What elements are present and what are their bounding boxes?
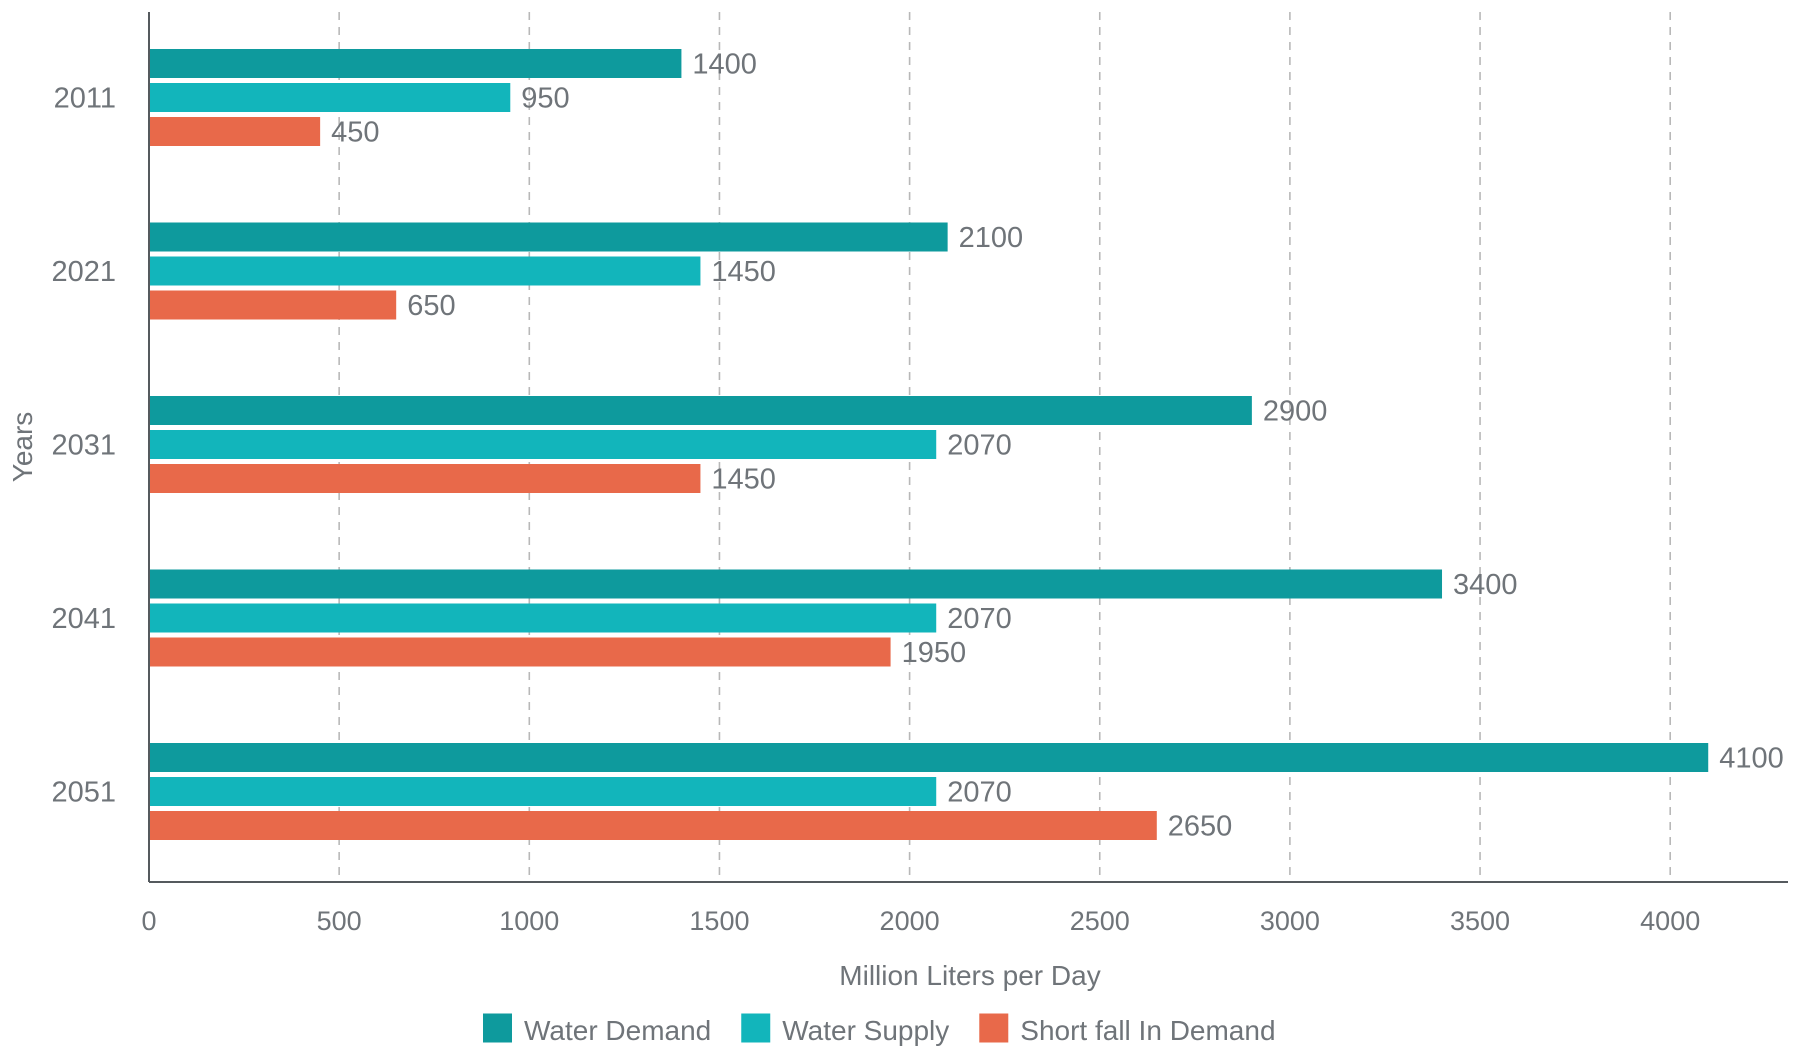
bar bbox=[150, 464, 701, 493]
data-label: 2100 bbox=[959, 222, 1024, 254]
data-label: 3400 bbox=[1453, 569, 1518, 601]
bar bbox=[150, 430, 937, 459]
y-category-label: 2051 bbox=[51, 777, 116, 809]
x-tick-label: 4000 bbox=[1640, 906, 1700, 936]
bar bbox=[150, 569, 1443, 599]
x-tick-label: 500 bbox=[317, 906, 362, 936]
data-label: 1450 bbox=[711, 464, 776, 496]
y-axis-title: Years bbox=[7, 412, 38, 483]
data-label: 2070 bbox=[947, 777, 1012, 809]
legend: Water Demand Water Supply Short fall In De… bbox=[483, 1013, 1276, 1046]
bar bbox=[150, 290, 397, 320]
x-tick-label: 1000 bbox=[499, 906, 559, 936]
data-label: 2650 bbox=[1168, 811, 1233, 843]
bar bbox=[150, 743, 1709, 772]
x-tick-label: 3500 bbox=[1450, 906, 1510, 936]
x-axis-title: Million Liters per Day bbox=[839, 960, 1100, 991]
x-tick-label: 3000 bbox=[1260, 906, 1320, 936]
bar bbox=[150, 777, 937, 806]
data-label: 2900 bbox=[1263, 396, 1328, 428]
bar bbox=[150, 256, 701, 286]
bar bbox=[150, 117, 321, 146]
legend-label: Short fall In Demand bbox=[1020, 1015, 1275, 1046]
x-tick-label: 0 bbox=[141, 906, 156, 936]
data-label: 1950 bbox=[902, 637, 967, 669]
y-category-labels: 2011 2021 2031 2041 2051 bbox=[51, 83, 116, 809]
bar bbox=[150, 811, 1157, 840]
data-label: 2070 bbox=[947, 430, 1012, 462]
legend-label: Water Demand bbox=[524, 1015, 711, 1046]
y-category-label: 2021 bbox=[51, 256, 116, 288]
y-category-label: 2011 bbox=[54, 83, 116, 115]
data-label: 950 bbox=[521, 83, 569, 115]
bar bbox=[150, 396, 1252, 425]
legend-swatch bbox=[483, 1013, 512, 1043]
legend-swatch bbox=[741, 1013, 771, 1043]
legend-label: Water Supply bbox=[782, 1015, 949, 1046]
data-label: 450 bbox=[331, 117, 379, 149]
x-tick-label: 2500 bbox=[1070, 906, 1130, 936]
bar bbox=[150, 603, 937, 633]
bars: 1400 950 450 2100 1450 650 2900 2070 1450 3400 207… bbox=[150, 49, 1784, 843]
data-label: 4100 bbox=[1719, 743, 1784, 775]
bar bbox=[150, 222, 948, 252]
data-label: 2070 bbox=[947, 603, 1012, 635]
x-tick-label: 2000 bbox=[880, 906, 940, 936]
x-tick-label: 1500 bbox=[689, 906, 749, 936]
data-label: 650 bbox=[407, 290, 455, 322]
data-label: 1450 bbox=[711, 256, 776, 288]
y-category-label: 2041 bbox=[51, 603, 116, 635]
bar bbox=[150, 49, 682, 78]
bar bbox=[150, 83, 511, 112]
y-category-label: 2031 bbox=[51, 430, 116, 462]
legend-swatch bbox=[979, 1013, 1009, 1043]
x-tick-labels: 0 500 1000 1500 2000 2500 3000 3500 4000 bbox=[141, 906, 1700, 936]
axes bbox=[148, 12, 1788, 883]
data-label: 1400 bbox=[692, 49, 757, 81]
bar bbox=[150, 637, 891, 667]
